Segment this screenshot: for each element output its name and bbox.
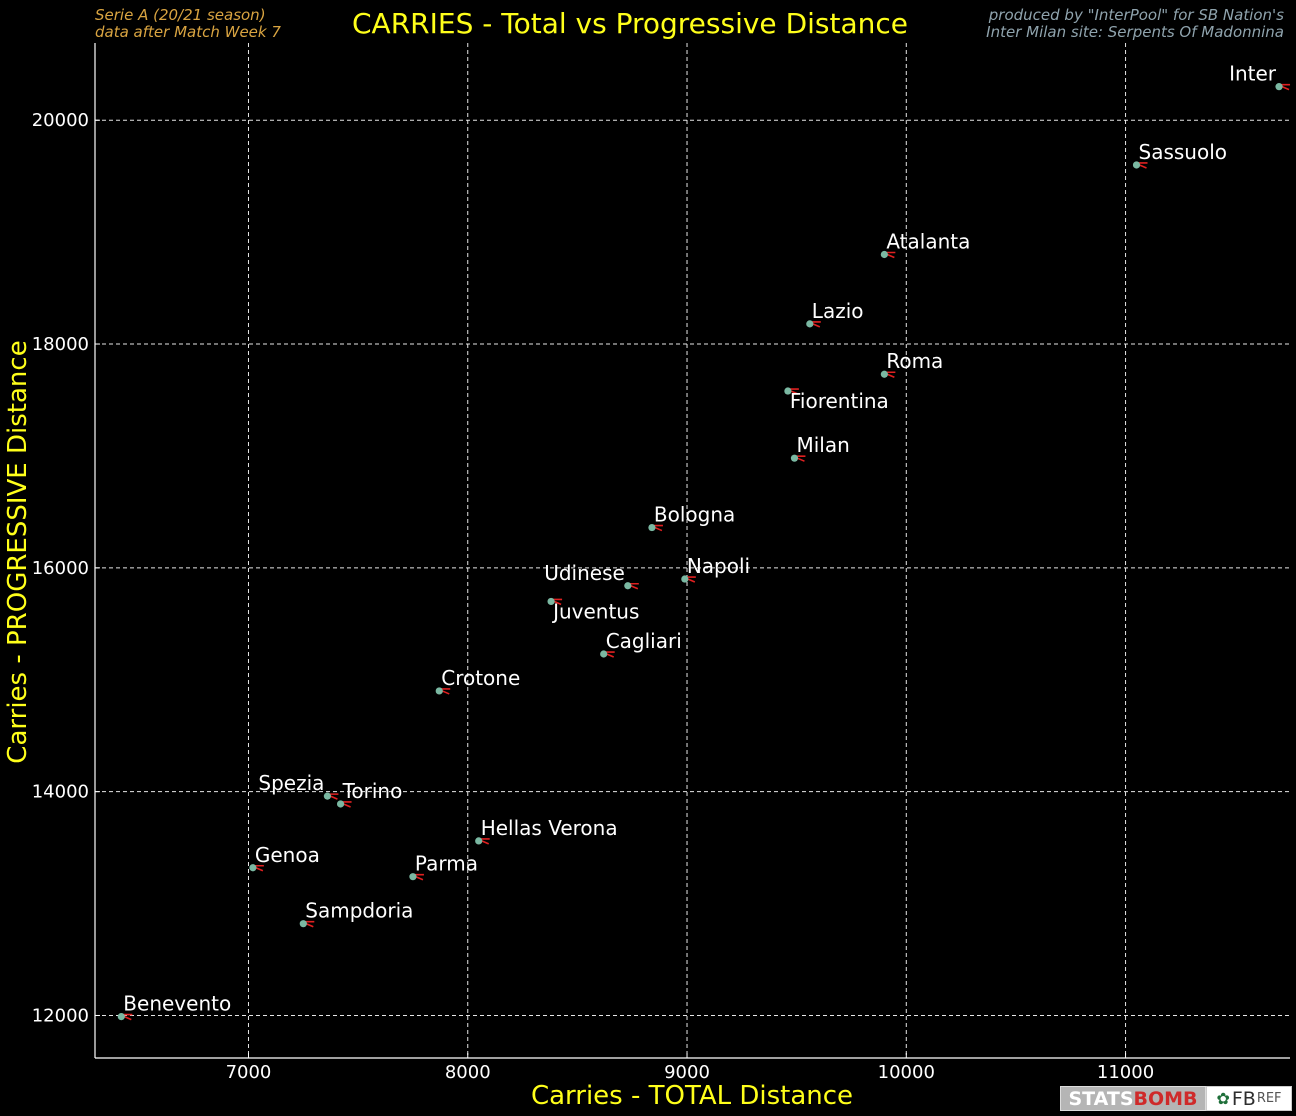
data-point xyxy=(435,687,443,695)
point-marker xyxy=(123,1013,133,1021)
data-point xyxy=(1132,161,1141,169)
fbref-leaf-icon: ✿ xyxy=(1216,1089,1230,1108)
chart-title: CARRIES - Total vs Progressive Distance xyxy=(352,7,908,40)
point-label: Inter xyxy=(1229,62,1277,86)
tick-labels: 7000 8000 9000 10000 11000 12000 14000 16000 180… xyxy=(32,110,1154,1083)
point-label: Atalanta xyxy=(886,230,970,254)
point-label: Sampdoria xyxy=(305,899,413,923)
point-label: Napoli xyxy=(687,554,750,578)
y-tick-label: 12000 xyxy=(32,1005,89,1026)
y-axis-label: Carries - PROGRESSIVE Distance xyxy=(3,340,33,763)
data-point xyxy=(880,370,888,378)
y-tick-label: 18000 xyxy=(32,334,89,355)
y-tick-label: 16000 xyxy=(32,558,89,579)
point-label: Sassuolo xyxy=(1139,140,1228,164)
grid-lines xyxy=(95,43,1290,1058)
data-point xyxy=(648,523,656,532)
point-marker xyxy=(480,838,490,845)
point-label: Lazio xyxy=(812,299,864,323)
point-label: Milan xyxy=(796,433,849,457)
point-marker xyxy=(629,582,639,590)
point-label: Crotone xyxy=(441,666,520,690)
source-logos: STATS BOMB ✿ FB REF xyxy=(1060,1086,1292,1111)
data-points: Inter Sassuolo Atalanta Lazio Roma Fiorentina… xyxy=(117,62,1291,1021)
credit-line-2: Inter Milan site: Serpents Of Madonnina xyxy=(986,23,1284,41)
point-marker xyxy=(686,576,696,583)
x-tick-label: 10000 xyxy=(878,1062,935,1083)
y-tick-label: 20000 xyxy=(32,110,89,131)
data-point xyxy=(299,920,307,928)
point-marker xyxy=(605,651,615,658)
point-label: Fiorentina xyxy=(790,389,889,413)
point-marker xyxy=(342,801,352,808)
point-label: Udinese xyxy=(544,561,625,585)
data-point xyxy=(880,250,888,259)
point-marker xyxy=(811,321,821,328)
point-marker xyxy=(653,524,663,532)
point-marker xyxy=(329,793,339,800)
point-marker xyxy=(441,688,451,695)
point-marker xyxy=(553,598,563,606)
statsbomb-logo-text-a: STATS xyxy=(1068,1087,1134,1110)
point-marker xyxy=(414,873,424,881)
statsbomb-logo: STATS BOMB xyxy=(1060,1086,1206,1111)
point-marker xyxy=(886,251,896,259)
fbref-logo-text-b: REF xyxy=(1256,1091,1282,1106)
point-label: Benevento xyxy=(123,992,231,1016)
data-point xyxy=(1275,83,1283,91)
x-tick-label: 9000 xyxy=(664,1062,710,1083)
data-point xyxy=(323,792,332,800)
data-point xyxy=(784,387,792,395)
data-point xyxy=(790,454,799,462)
point-label: Genoa xyxy=(255,843,320,867)
point-label: Torino xyxy=(342,779,403,803)
axes xyxy=(94,43,1290,1059)
point-label: Bologna xyxy=(654,503,735,527)
statsbomb-logo-text-b: BOMB xyxy=(1133,1087,1198,1110)
point-label: Spezia xyxy=(258,771,324,795)
x-tick-label: 7000 xyxy=(226,1062,272,1083)
data-point xyxy=(409,873,417,881)
fbref-logo: ✿ FB REF xyxy=(1206,1086,1292,1111)
point-marker xyxy=(1138,162,1148,169)
x-tick-label: 8000 xyxy=(445,1062,491,1083)
y-tick-label: 14000 xyxy=(32,782,89,803)
point-label: Parma xyxy=(415,852,478,876)
data-point xyxy=(336,800,345,808)
data-point xyxy=(624,582,632,590)
season-label: Serie A (20/21 season) xyxy=(95,6,266,24)
data-point xyxy=(475,837,483,845)
x-tick-label: 11000 xyxy=(1097,1062,1154,1083)
matchweek-label: data after Match Week 7 xyxy=(95,23,281,41)
point-label: Hellas Verona xyxy=(481,816,618,840)
point-marker xyxy=(796,455,806,462)
point-marker xyxy=(886,371,896,378)
point-marker xyxy=(254,864,264,872)
data-point xyxy=(249,864,257,872)
point-marker xyxy=(1281,83,1291,91)
point-label: Juventus xyxy=(551,599,639,623)
data-point xyxy=(117,1012,125,1021)
fbref-logo-text-a: FB xyxy=(1231,1087,1256,1110)
credit-line-1: produced by "InterPool" for SB Nation's xyxy=(988,6,1284,24)
x-axis-label: Carries - TOTAL Distance xyxy=(531,1081,853,1111)
data-point xyxy=(600,650,608,658)
point-label: Roma xyxy=(886,349,943,373)
data-point xyxy=(547,597,555,606)
point-marker xyxy=(789,388,799,395)
data-point xyxy=(681,575,689,583)
point-label: Cagliari xyxy=(606,629,682,653)
point-marker xyxy=(305,920,315,928)
data-point xyxy=(806,320,814,328)
